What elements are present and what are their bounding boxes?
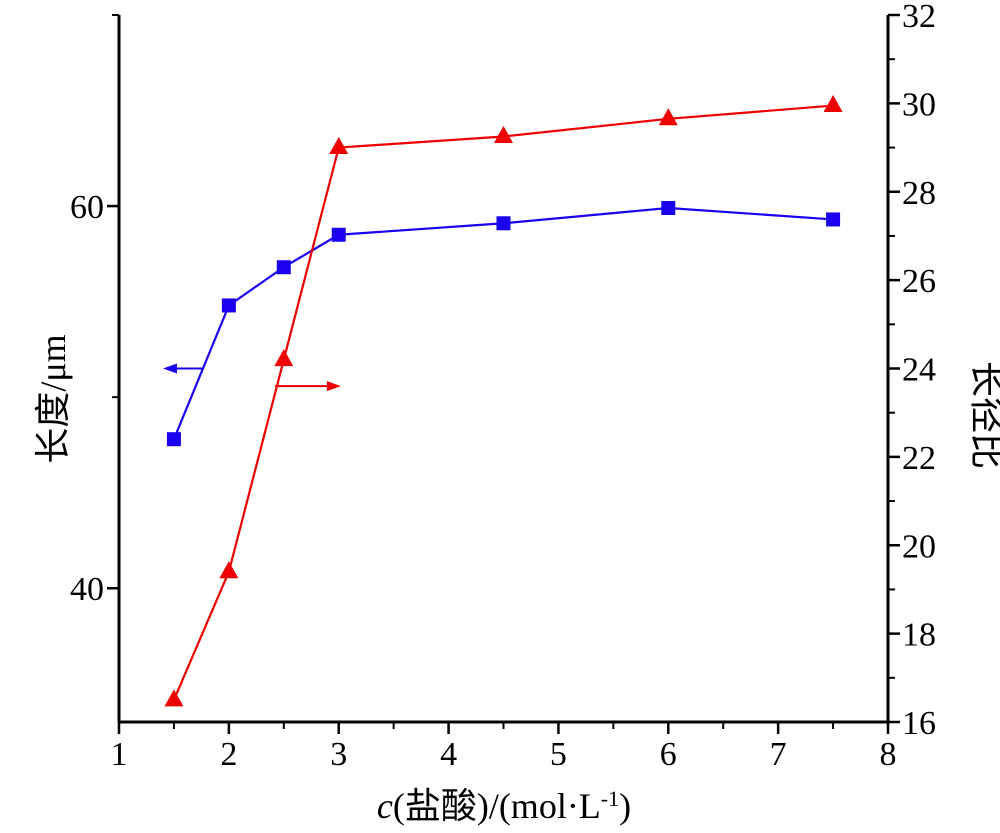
right-tick-label: 20 (902, 528, 936, 565)
square-point (661, 200, 676, 215)
square-point (221, 298, 236, 313)
series-layer (164, 95, 843, 707)
left-axis-arrow-head (162, 363, 177, 374)
right-tick-label: 16 (902, 705, 936, 742)
triangle-point (494, 125, 513, 143)
x-tick-label: 5 (550, 736, 567, 773)
square-point (166, 432, 181, 447)
right-y-axis-title: 长径比 (967, 361, 1000, 469)
triangle-point (274, 349, 294, 367)
right-tick-label: 22 (902, 440, 936, 477)
ticks-layer: 1 2 3 4 5 6 7 8 40 60 16 18 20 22 24 26 28 30 32 (70, 0, 936, 773)
x-axis-title-superscript: -1 (601, 786, 619, 811)
annotation-layer (162, 363, 341, 392)
triangle-point (823, 95, 843, 113)
x-axis-title: c(盐酸)/(mol·L-1) (377, 786, 631, 827)
square-point (826, 212, 841, 227)
x-axis-title-close: ) (619, 786, 631, 826)
x-tick-label: 6 (660, 736, 677, 773)
right-tick-label: 28 (902, 175, 936, 212)
triangle-point (219, 561, 239, 579)
x-tick-label: 8 (880, 736, 897, 773)
x-tick-label: 7 (770, 736, 787, 773)
left-tick-label: 60 (70, 189, 104, 226)
left-tick-label: 40 (70, 571, 104, 608)
triangle-point (164, 689, 184, 707)
series-line-right (172, 104, 834, 701)
right-tick-label: 26 (902, 263, 936, 300)
x-tick-label: 1 (111, 736, 128, 773)
x-axis-title-main: (盐酸)/(mol·L (393, 786, 601, 826)
square-point (331, 227, 346, 242)
right-tick-label: 32 (902, 0, 936, 35)
right-tick-label: 18 (902, 617, 936, 654)
right-tick-label: 24 (902, 352, 936, 389)
square-point (276, 260, 291, 275)
x-tick-label: 4 (440, 736, 457, 773)
x-axis-title-italic: c (377, 786, 393, 826)
right-axis-arrow-head (326, 381, 341, 392)
triangle-point (658, 108, 678, 126)
square-point (496, 216, 511, 231)
left-y-axis-title: 长度/μm (33, 334, 73, 463)
x-tick-label: 3 (330, 736, 347, 773)
x-tick-label: 2 (220, 736, 237, 773)
triangle-point (329, 137, 349, 155)
right-tick-label: 30 (902, 86, 936, 123)
